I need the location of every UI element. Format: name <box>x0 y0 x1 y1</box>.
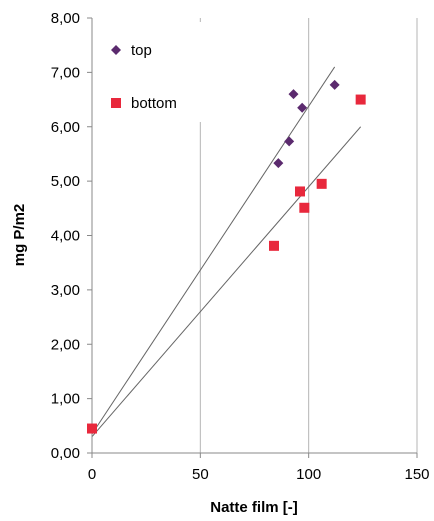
data-point-bottom <box>355 94 366 105</box>
legend-entry-bottom: bottom <box>111 95 177 112</box>
y-tick-label: 7,00 <box>51 64 80 81</box>
x-tick-label: 150 <box>404 466 429 483</box>
y-tick-label: 6,00 <box>51 119 80 136</box>
axes <box>87 17 418 458</box>
data-point-top <box>329 79 340 90</box>
data-point-bottom <box>87 423 97 434</box>
data-point-bottom <box>316 178 327 189</box>
legend: top bottom <box>111 42 177 112</box>
trendlines <box>91 66 362 438</box>
y-tick-label: 3,00 <box>51 282 80 299</box>
legend-marker-bottom <box>111 98 121 108</box>
x-tick-label: 50 <box>192 466 209 483</box>
y-tick-label: 5,00 <box>51 173 80 190</box>
y-tick-label: 8,00 <box>51 10 80 27</box>
data-point-bottom <box>269 240 279 251</box>
trendline-bottom <box>91 126 362 438</box>
x-axis-title: Natte film [-] <box>210 499 298 516</box>
y-tick-label: 0,00 <box>51 445 80 462</box>
data-point-bottom <box>295 186 305 197</box>
trendline-top <box>91 66 336 435</box>
x-tick-label: 100 <box>296 466 321 483</box>
legend-marker-top <box>111 45 121 55</box>
legend-label-bottom: bottom <box>131 95 177 112</box>
y-tick-label: 4,00 <box>51 228 80 245</box>
y-tick-label: 2,00 <box>51 336 80 353</box>
y-tick-labels: 0,00 1,00 2,00 3,00 4,00 5,00 6,00 7,00 8,00 <box>51 10 80 462</box>
legend-label-top: top <box>131 42 152 59</box>
x-tick-labels: 0 50 100 150 <box>88 466 430 483</box>
y-tick-label: 1,00 <box>51 391 80 408</box>
data-point-bottom <box>299 202 310 213</box>
data-point-top <box>273 158 284 169</box>
data-point-top <box>288 89 299 100</box>
x-tick-label: 0 <box>88 466 96 483</box>
data-markers <box>87 79 366 434</box>
legend-entry-top: top <box>111 42 152 59</box>
data-point-top <box>284 136 295 147</box>
data-point-top <box>297 102 308 113</box>
y-axis-title: mg P/m2 <box>11 204 28 267</box>
